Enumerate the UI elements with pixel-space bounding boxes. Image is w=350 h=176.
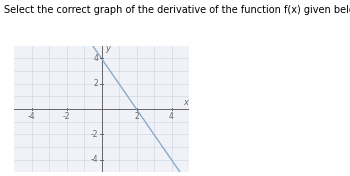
Text: -2: -2 (63, 112, 70, 121)
Text: 2: 2 (134, 112, 139, 121)
Text: 2: 2 (93, 79, 98, 88)
Text: y: y (105, 44, 110, 53)
Text: -2: -2 (91, 130, 98, 139)
Text: 4: 4 (93, 54, 98, 63)
Text: -4: -4 (90, 155, 98, 164)
Text: x: x (183, 98, 188, 107)
Text: -4: -4 (28, 112, 35, 121)
Text: Select the correct graph of the derivative of the function f(x) given below.: Select the correct graph of the derivati… (4, 5, 350, 15)
Text: 4: 4 (169, 112, 174, 121)
